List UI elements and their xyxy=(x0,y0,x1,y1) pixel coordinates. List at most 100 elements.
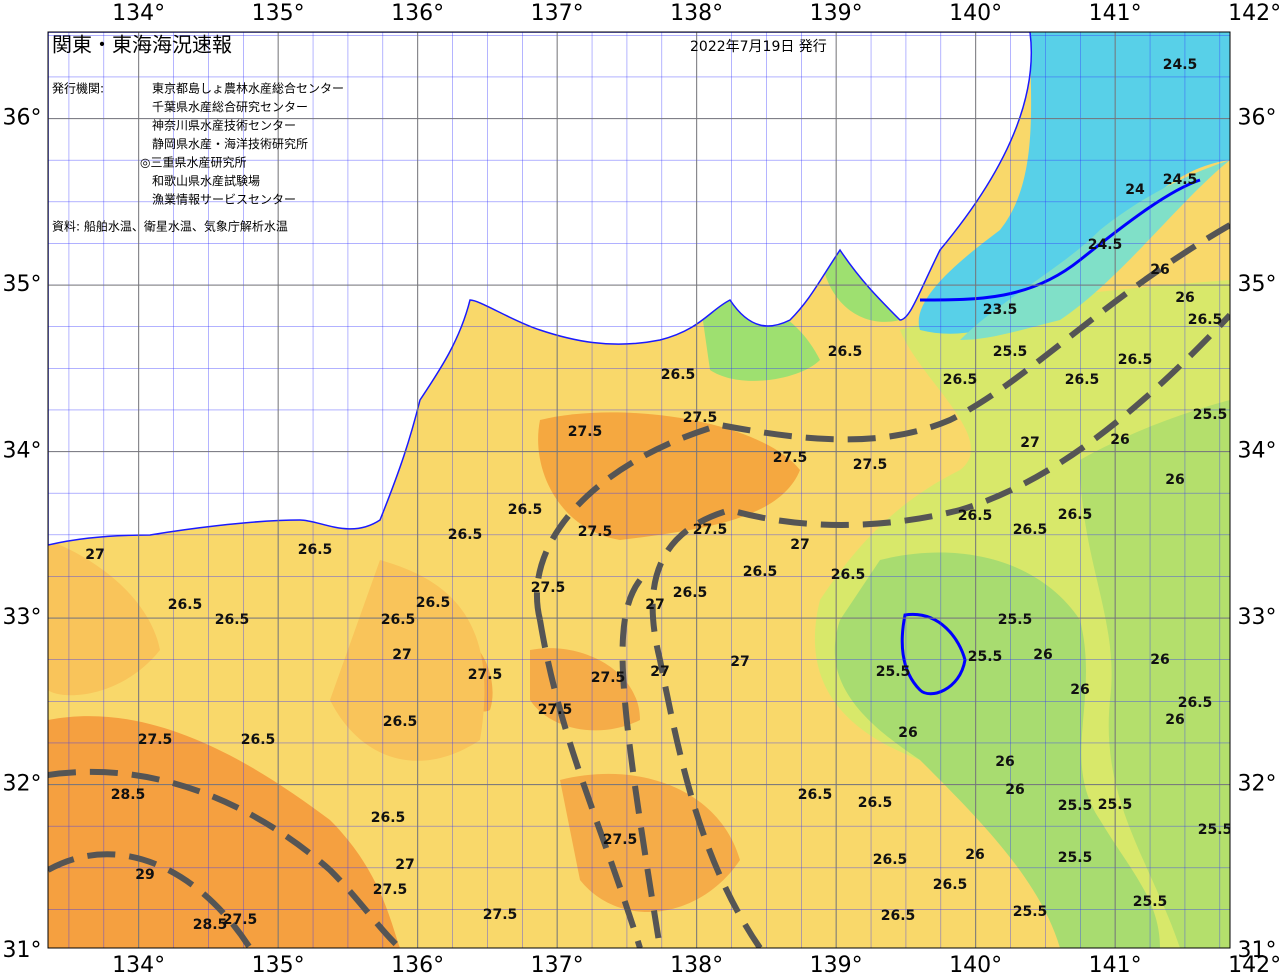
contour-label: 27 xyxy=(650,664,669,680)
contour-label: 25.5 xyxy=(1013,904,1048,920)
contour-label: 27.5 xyxy=(223,912,258,928)
contour-label: 27 xyxy=(392,647,411,663)
lat-tick-label: 34° xyxy=(1238,439,1277,464)
contour-label: 27.5 xyxy=(693,522,728,538)
contour-label: 26.5 xyxy=(798,787,833,803)
contour-labels: 26.5 27.5 27.5 27.5 27.5 26.5 26.5 25.5 26.5 26.5… xyxy=(85,57,1230,933)
contour-label: 26.5 xyxy=(241,732,276,748)
contour-label: 27.5 xyxy=(773,450,808,466)
contour-label: 25.5 xyxy=(993,344,1028,360)
contour-label: 25.5 xyxy=(1058,798,1093,814)
contour-label: 24.5 xyxy=(1088,237,1123,253)
issuer: 千葉県水産総合研究センター xyxy=(152,99,308,114)
contour-label: 26.5 xyxy=(508,502,543,518)
map-frame xyxy=(47,31,1231,949)
contour-label: 27.5 xyxy=(483,907,518,923)
contour-label: 27.5 xyxy=(578,524,613,540)
contour-label: 27 xyxy=(85,547,104,563)
contour-label: 26.5 xyxy=(673,585,708,601)
lon-tick-label: 138° xyxy=(670,953,723,978)
kuroshio-line xyxy=(537,619,643,948)
lon-tick-label: 142° xyxy=(1228,953,1280,978)
contour-label: 27.5 xyxy=(138,732,173,748)
contour-label: 27.5 xyxy=(373,882,408,898)
contour-label: 25.5 xyxy=(1133,894,1168,910)
contour-label: 27.5 xyxy=(853,457,888,473)
issue-date: 2022年7月19日 発行 xyxy=(690,39,827,55)
contour-label: 26 xyxy=(1165,472,1184,488)
lon-tick-label: 136° xyxy=(391,1,444,26)
contour-label: 26.5 xyxy=(381,612,416,628)
issuer: 漁業情報サービスセンター xyxy=(152,193,296,207)
contour-label: 26 xyxy=(1150,262,1169,278)
contour-label: 28.5 xyxy=(111,787,146,803)
contour-label: 26 xyxy=(1175,290,1194,306)
contour-label: 26 xyxy=(1150,652,1169,668)
kuroshio-line xyxy=(619,578,663,948)
map-area: 26.5 27.5 27.5 27.5 27.5 26.5 26.5 25.5 26.5 26.5… xyxy=(48,32,1230,948)
lon-tick-label: 134° xyxy=(112,1,165,26)
warm-area xyxy=(48,540,485,761)
contour-label: 27 xyxy=(395,857,414,873)
lon-tick-label: 141° xyxy=(1089,953,1142,978)
lon-tick-label: 135° xyxy=(252,1,305,26)
lat-tick-label: 32° xyxy=(3,772,42,797)
contour-label: 29 xyxy=(135,867,154,883)
contour-label: 27.5 xyxy=(531,580,566,596)
contour-label: 26.5 xyxy=(831,567,866,583)
contour-label: 26 xyxy=(1165,712,1184,728)
lat-tick-label: 32° xyxy=(1238,772,1277,797)
lon-tick-label: 137° xyxy=(531,1,584,26)
issuer: ◎三重県水産研究所 xyxy=(140,155,246,170)
axes: 134° 134° 135° 135° 136° 136° 137° 137° 138° 138°… xyxy=(3,1,1280,978)
contour-label: 26.5 xyxy=(661,367,696,383)
kuroshio-axis xyxy=(48,222,1230,948)
source: 資料: 船舶水温、衛星水温、気象庁解析水温 xyxy=(52,219,288,234)
lon-tick-label: 140° xyxy=(949,953,1002,978)
contour-label: 26.5 xyxy=(1178,695,1213,711)
contour-label: 26.5 xyxy=(743,564,778,580)
contour-label: 27.5 xyxy=(468,667,503,683)
kuroshio-line xyxy=(48,768,403,948)
contour-label: 26.5 xyxy=(1065,372,1100,388)
issuers: 東京都島しょ農林水産総合センター千葉県水産総合研究センター神奈川県水産技術センタ… xyxy=(140,81,344,207)
cold-area xyxy=(918,32,1230,334)
lat-tick-label: 31° xyxy=(1238,938,1277,963)
grid xyxy=(48,32,1230,948)
cold-eddy-contour xyxy=(900,613,967,696)
warm-area xyxy=(538,412,800,540)
contour-label: 26.5 xyxy=(1188,312,1223,328)
contour-label: 25.5 xyxy=(876,664,911,680)
contour-label: 25.5 xyxy=(1058,850,1093,866)
contour-label: 26.5 xyxy=(448,527,483,543)
contour-label: 23.5 xyxy=(983,302,1018,318)
kuroshio-line xyxy=(649,312,1230,948)
cool-area xyxy=(1080,400,1230,948)
contour-label: 26 xyxy=(1033,647,1052,663)
lat-tick-label: 31° xyxy=(3,938,42,963)
cool-area xyxy=(834,552,1160,948)
issuer: 和歌山県水産試験場 xyxy=(152,173,260,188)
contour-label: 27.5 xyxy=(568,424,603,440)
lat-tick-label: 36° xyxy=(1238,106,1277,131)
contour-label: 25.5 xyxy=(1098,797,1133,813)
lon-tick-label: 141° xyxy=(1089,1,1142,26)
contour-label: 25.5 xyxy=(1193,407,1228,423)
contour-label: 26.5 xyxy=(1013,522,1048,538)
contour-label: 27.5 xyxy=(683,410,718,426)
contour-label: 26.5 xyxy=(858,795,893,811)
contour-label: 26.5 xyxy=(1058,507,1093,523)
contour-label: 26.5 xyxy=(1118,352,1153,368)
lon-tick-label: 135° xyxy=(252,953,305,978)
lon-tick-label: 139° xyxy=(810,953,863,978)
contour-label: 26.5 xyxy=(881,908,916,924)
issuers-label: 発行機関: xyxy=(52,81,104,96)
lon-tick-label: 142° xyxy=(1228,1,1280,26)
lon-tick-label: 140° xyxy=(949,1,1002,26)
warm-area xyxy=(450,638,740,913)
lon-tick-label: 139° xyxy=(810,1,863,26)
lat-tick-label: 36° xyxy=(3,106,42,131)
contour-label: 25.5 xyxy=(998,612,1033,628)
lon-tick-label: 137° xyxy=(531,953,584,978)
